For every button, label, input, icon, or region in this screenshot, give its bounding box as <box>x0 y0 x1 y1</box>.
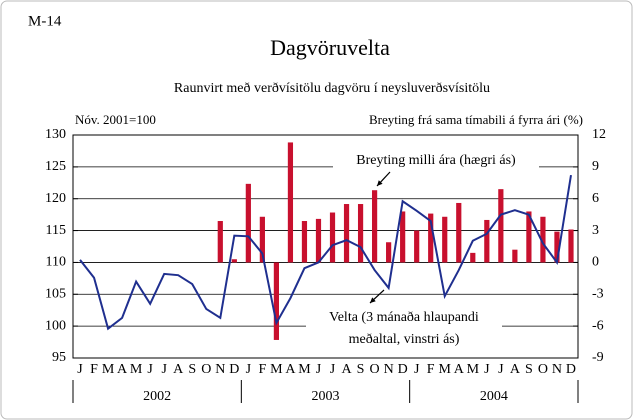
x-tick-label: J <box>77 362 83 377</box>
x-tick-label: M <box>130 362 143 377</box>
x-tick-label: N <box>215 362 225 377</box>
x-tick-label: M <box>298 362 311 377</box>
y-tick-label: 120 <box>45 191 66 206</box>
y2-tick-label: 6 <box>592 191 599 206</box>
bar <box>371 190 378 263</box>
bar <box>273 262 280 340</box>
y2-tick-label: 3 <box>592 223 599 238</box>
x-tick-label: O <box>201 362 211 377</box>
y2-tick-label: 9 <box>592 159 599 174</box>
y-tick-label: 115 <box>46 223 66 238</box>
bar <box>484 219 490 263</box>
x-tick-label: J <box>147 362 153 377</box>
y2-tick-label: -3 <box>592 287 604 302</box>
bar <box>568 229 574 263</box>
x-tick-label: J <box>330 362 336 377</box>
bar <box>526 211 532 263</box>
annotation-bg <box>333 148 539 172</box>
y2-tick-label: 12 <box>592 127 606 142</box>
y-tick-label: 95 <box>52 350 66 365</box>
x-tick-label: J <box>316 362 322 377</box>
x-tick-label: D <box>398 362 408 377</box>
x-tick-label: A <box>454 362 465 377</box>
x-tick-label: O <box>370 362 380 377</box>
x-tick-label: F <box>90 362 98 377</box>
x-tick-label: F <box>258 362 266 377</box>
annotation: Breyting milli ára (hægri ás) <box>356 153 516 168</box>
arrow-head <box>377 180 383 186</box>
x-tick-label: S <box>188 362 196 377</box>
y-tick-label: 110 <box>46 255 66 270</box>
x-tick-label: A <box>117 362 128 377</box>
x-tick-label: M <box>439 362 452 377</box>
bar <box>259 216 265 263</box>
x-tick-label: J <box>484 362 490 377</box>
y-tick-label: 130 <box>45 127 66 142</box>
bar <box>245 183 251 263</box>
bar <box>357 204 364 263</box>
bar <box>470 252 476 263</box>
x-tick-label: A <box>173 362 184 377</box>
bar <box>217 221 223 263</box>
bar <box>329 212 336 263</box>
annotation: meðaltal, vinstri ás) <box>349 332 460 347</box>
bar <box>442 216 448 263</box>
x-tick-label: J <box>414 362 420 377</box>
x-tick-label: J <box>498 362 504 377</box>
y2-tick-label: -6 <box>592 318 604 333</box>
bar <box>554 231 560 263</box>
line <box>79 174 572 331</box>
x-tick-label: N <box>552 362 562 377</box>
year-label: 2002 <box>143 389 171 404</box>
x-tick-label: S <box>525 362 533 377</box>
bar <box>512 249 518 263</box>
x-tick-label: J <box>246 362 252 377</box>
bar <box>231 259 237 263</box>
annotation-bg <box>306 304 502 354</box>
plot-frame <box>72 134 579 359</box>
y-tick-label: 100 <box>45 318 66 333</box>
year-label: 2003 <box>312 389 340 404</box>
x-tick-label: M <box>102 362 115 377</box>
y-tick-label: 105 <box>45 287 66 302</box>
y2-axis-label: Breyting frá sama tímabili á fyrra ári (… <box>369 112 583 127</box>
annotation: Velta (3 mánaða hlaupandi <box>329 310 479 325</box>
x-tick-label: A <box>285 362 296 377</box>
x-tick-label: A <box>341 362 352 377</box>
bar <box>428 213 434 263</box>
y-axis-label: Nóv. 2001=100 <box>75 112 156 127</box>
bar <box>386 242 392 263</box>
bar <box>315 218 322 263</box>
x-tick-label: M <box>270 362 283 377</box>
bar <box>400 211 406 263</box>
arrow-head <box>370 297 376 303</box>
year-label: 2004 <box>480 389 508 404</box>
x-tick-label: M <box>467 362 480 377</box>
bar <box>301 221 308 263</box>
x-tick-label: O <box>538 362 548 377</box>
x-tick-label: S <box>357 362 365 377</box>
x-tick-label: F <box>427 362 435 377</box>
chart-title: Dagvöruvelta <box>270 35 390 60</box>
x-tick-label: D <box>566 362 576 377</box>
bar <box>498 189 504 263</box>
chart-subtitle: Raunvirt með verðvísitölu dagvöru í neys… <box>174 81 490 96</box>
x-tick-label: D <box>229 362 239 377</box>
bar <box>456 202 462 263</box>
bar <box>414 230 420 263</box>
figure-label: M-14 <box>28 13 62 29</box>
bar <box>540 216 546 263</box>
x-tick-label: N <box>384 362 394 377</box>
y2-tick-label: 0 <box>592 255 599 270</box>
y-tick-label: 125 <box>45 159 66 174</box>
y2-tick-label: -9 <box>592 350 604 365</box>
bar <box>343 204 350 263</box>
x-tick-label: A <box>510 362 521 377</box>
x-tick-label: J <box>161 362 167 377</box>
bar <box>287 142 294 263</box>
